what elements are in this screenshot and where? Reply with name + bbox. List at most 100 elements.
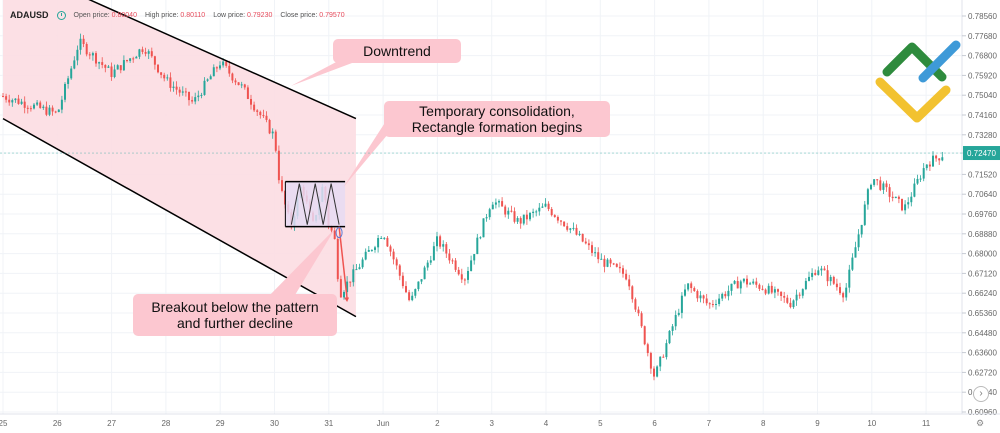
candle-body bbox=[547, 203, 550, 210]
candle-body bbox=[181, 91, 184, 93]
y-tick-label: 0.69760 bbox=[968, 210, 997, 219]
candle-body bbox=[107, 66, 110, 68]
candle-body bbox=[916, 178, 919, 184]
candle-body bbox=[101, 62, 104, 65]
candle-body bbox=[160, 72, 163, 75]
annotation-downtrend-text: Downtrend bbox=[363, 43, 431, 59]
channel-fill bbox=[3, 0, 356, 317]
candle-body bbox=[823, 268, 826, 271]
candle-body bbox=[519, 218, 522, 224]
y-tick-label: 0.67120 bbox=[968, 269, 997, 278]
candle-body bbox=[612, 263, 615, 265]
candle-body bbox=[566, 226, 569, 230]
y-tick-label: 0.62720 bbox=[968, 368, 997, 377]
candle-body bbox=[88, 54, 91, 56]
candle-body bbox=[792, 300, 795, 308]
candle-body bbox=[432, 246, 435, 261]
candle-body bbox=[575, 227, 578, 235]
candle-body bbox=[488, 209, 491, 218]
candle-body bbox=[172, 86, 175, 88]
candle-body bbox=[116, 65, 119, 70]
candle-body bbox=[711, 303, 714, 305]
candle-body bbox=[584, 241, 587, 244]
candle-body bbox=[758, 284, 761, 289]
candle-body bbox=[680, 295, 683, 313]
y-tick-label: 0.65360 bbox=[968, 309, 997, 318]
candle-body bbox=[591, 245, 593, 253]
candle-body bbox=[262, 115, 265, 117]
candle-body bbox=[281, 180, 283, 191]
x-tick-label: 11 bbox=[922, 419, 931, 428]
candle-body bbox=[420, 279, 423, 282]
open-label: Open price: bbox=[73, 11, 110, 19]
candle-body bbox=[897, 196, 900, 199]
candle-body bbox=[609, 259, 612, 264]
x-tick-label: 27 bbox=[107, 419, 116, 428]
candle-body bbox=[656, 366, 659, 377]
candle-body bbox=[854, 247, 857, 258]
scroll-right-button[interactable]: › bbox=[973, 386, 989, 402]
candle-body bbox=[5, 96, 8, 100]
axis-settings-icon[interactable]: ⚙ bbox=[976, 418, 985, 428]
candle-body bbox=[457, 269, 460, 275]
candle-body bbox=[814, 272, 817, 275]
candle-body bbox=[882, 183, 885, 190]
candle-body bbox=[265, 115, 268, 120]
candle-body bbox=[569, 228, 572, 230]
y-tick-label: 0.77680 bbox=[968, 32, 997, 41]
candle-body bbox=[752, 281, 755, 284]
candle-body bbox=[129, 58, 132, 61]
candle-body bbox=[718, 298, 721, 305]
annotation-consolidation-text: Temporary consolidation, bbox=[419, 103, 575, 119]
candle-body bbox=[696, 291, 699, 299]
candle-body bbox=[510, 210, 513, 212]
y-tick-label: 0.60960 bbox=[968, 408, 997, 417]
breakout-arrow-head bbox=[344, 297, 350, 302]
candle-body bbox=[863, 204, 866, 225]
annotation-downtrend-tail bbox=[290, 60, 360, 86]
candle-body bbox=[925, 164, 928, 169]
candle-body bbox=[153, 56, 156, 65]
close-label: Close price: bbox=[280, 11, 318, 19]
candle-body bbox=[268, 119, 271, 134]
candle-body bbox=[727, 290, 730, 297]
x-tick-label: 4 bbox=[544, 419, 549, 428]
candle-body bbox=[848, 269, 851, 288]
candle-body bbox=[23, 101, 26, 108]
candle-body bbox=[498, 201, 500, 203]
candle-body bbox=[408, 292, 411, 301]
candle-body bbox=[730, 283, 733, 291]
x-tick-label: Jun bbox=[377, 419, 390, 428]
candle-body bbox=[33, 104, 35, 109]
candle-body bbox=[687, 283, 690, 290]
candle-body bbox=[901, 198, 903, 211]
candle-body bbox=[333, 230, 336, 240]
annotation-consolidation-tail bbox=[343, 118, 388, 188]
candle-body bbox=[215, 67, 218, 69]
candle-body bbox=[513, 211, 516, 222]
y-tick-label: 0.75920 bbox=[968, 71, 997, 80]
candle-body bbox=[724, 294, 727, 297]
y-tick-label: 0.66240 bbox=[968, 289, 997, 298]
candle-body bbox=[535, 211, 538, 213]
candle-body bbox=[653, 368, 655, 377]
candle-body bbox=[665, 343, 668, 358]
candle-body bbox=[200, 94, 203, 96]
candle-body bbox=[169, 77, 172, 88]
candle-body bbox=[866, 189, 869, 205]
candle-body bbox=[563, 221, 566, 227]
candle-body bbox=[246, 87, 249, 99]
candle-body bbox=[442, 244, 445, 247]
candle-body bbox=[79, 38, 82, 50]
candle-body bbox=[532, 211, 535, 213]
open-value: 0.80040 bbox=[111, 11, 137, 19]
high-label: High price: bbox=[144, 11, 179, 19]
candle-body bbox=[597, 252, 600, 260]
candle-body bbox=[20, 101, 23, 104]
candle-body bbox=[132, 58, 135, 60]
candle-body bbox=[522, 214, 525, 224]
x-tick-label: 29 bbox=[216, 419, 225, 428]
candle-body bbox=[600, 258, 603, 260]
candle-body bbox=[222, 61, 225, 66]
